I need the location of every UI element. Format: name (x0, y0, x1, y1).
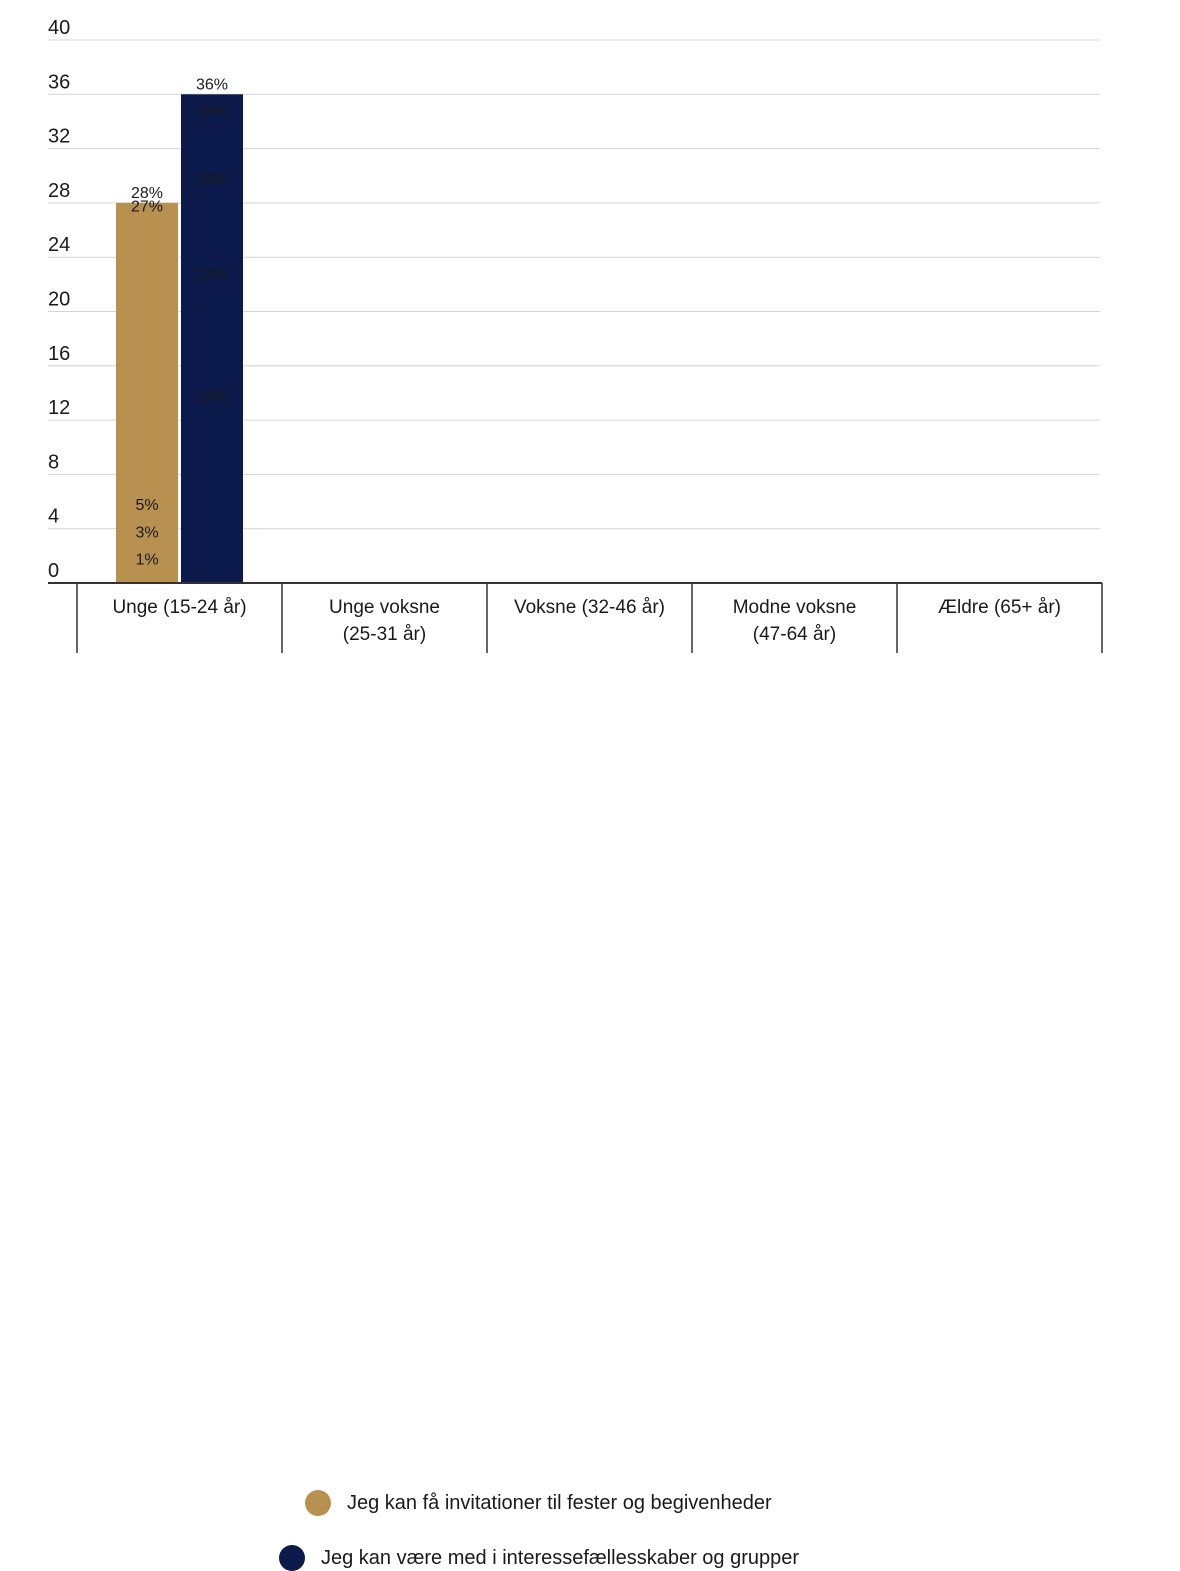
x-tick-label: Ældre (65+ år) (938, 597, 1061, 618)
y-tick-label: 4 (48, 506, 59, 528)
x-tick-label: Modne voksne (733, 597, 857, 618)
y-tick-label: 24 (48, 234, 70, 256)
y-tick-label: 20 (48, 289, 70, 311)
x-tick-label: Unge (15-24 år) (112, 597, 246, 618)
x-tick-label: (25-31 år) (343, 624, 426, 645)
legend-label-communities: Jeg kan være med i interessefællesskaber… (321, 1546, 800, 1569)
y-tick-label: 8 (48, 451, 59, 473)
x-tick-label: Voksne (32-46 år) (514, 597, 665, 618)
legend-swatch-invitations (305, 1490, 331, 1516)
bar-communities (181, 94, 243, 584)
data-label: 27% (131, 198, 163, 215)
y-tick-label: 28 (48, 180, 70, 202)
y-tick-label: 32 (48, 126, 70, 148)
data-label: 34% (196, 103, 228, 120)
data-label: 22% (196, 266, 228, 283)
y-tick-label: 36 (48, 71, 70, 93)
data-label: 1% (135, 551, 158, 568)
x-tick-label: (47-64 år) (753, 624, 836, 645)
data-label: 29% (196, 171, 228, 188)
data-label: 3% (135, 524, 158, 541)
data-label: 36% (196, 76, 228, 93)
chart-container: 0 4 8 12 16 20 24 28 32 36 40 28% 22% 27% 13% 5% 29% 3% 3… (48, 17, 1103, 1571)
y-tick-label: 0 (48, 560, 59, 582)
bar-invitations (116, 569, 178, 583)
bar-chart: 0 4 8 12 16 20 24 28 32 36 40 28% 22% 27% 13% 5% 29% 3% 3… (48, 17, 1103, 653)
y-tick-label: 12 (48, 397, 70, 419)
x-tick-label: Unge voksne (329, 597, 440, 618)
legend-label-invitations: Jeg kan få invitationer til fester og be… (347, 1491, 772, 1514)
legend-item-invitations: Jeg kan få invitationer til fester og be… (305, 1490, 772, 1516)
y-tick-label: 16 (48, 343, 70, 365)
y-tick-label: 40 (48, 17, 70, 39)
legend-swatch-communities (279, 1545, 305, 1571)
data-label: 5% (135, 497, 158, 514)
bars (116, 94, 243, 584)
x-axis: Unge (15-24 år) Unge voksne (25-31 år) Voks… (48, 582, 1103, 653)
data-labels: 28% 22% 27% 13% 5% 29% 3% 34% 1% 36% (131, 76, 228, 568)
y-axis-ticks: 0 4 8 12 16 20 24 28 32 36 40 (48, 17, 70, 582)
legend-item-communities: Jeg kan være med i interessefællesskaber… (279, 1545, 799, 1571)
data-label: 13% (196, 389, 228, 406)
data-label: 28% (131, 185, 163, 202)
